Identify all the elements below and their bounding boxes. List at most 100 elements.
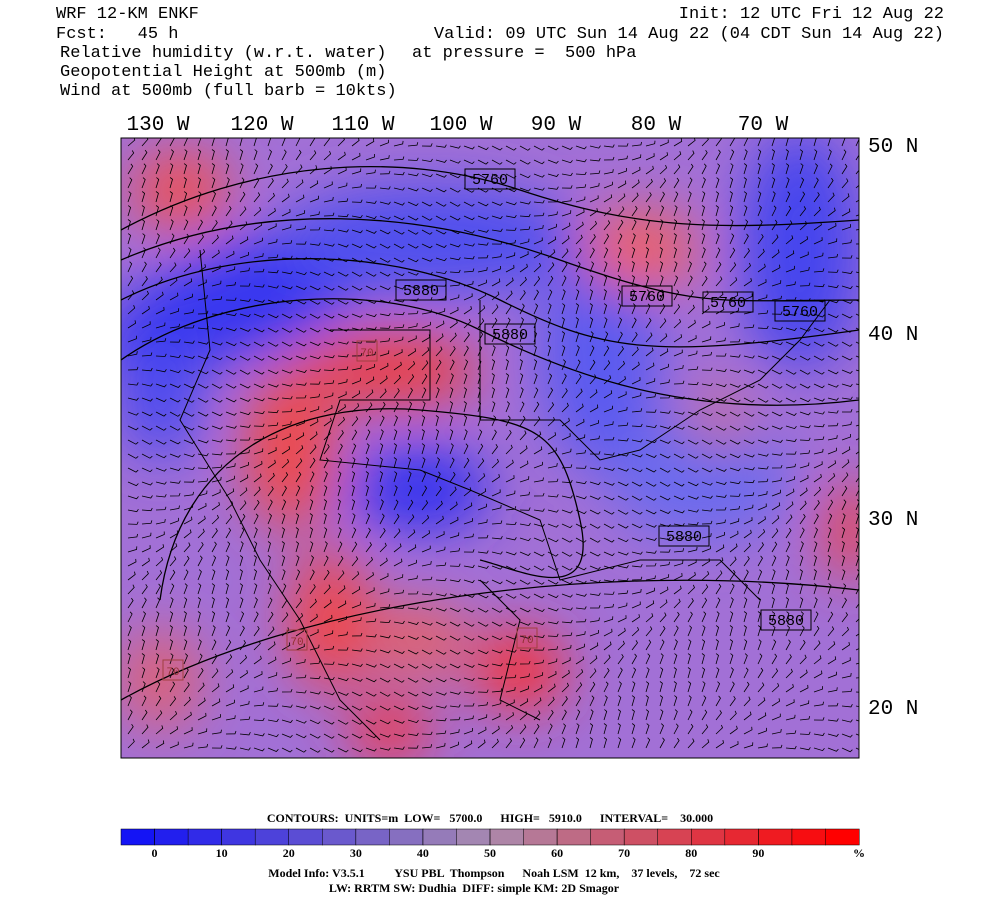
wind-barb bbox=[715, 149, 721, 161]
wind-barb bbox=[715, 681, 721, 693]
wind-barb bbox=[295, 382, 307, 386]
wind-barb bbox=[225, 205, 232, 217]
wind-barb bbox=[295, 327, 307, 333]
wind-barb bbox=[673, 318, 682, 329]
wind-barb bbox=[827, 341, 839, 347]
wind-barb bbox=[183, 479, 195, 483]
wind-barb bbox=[449, 578, 461, 583]
wind-barb bbox=[743, 667, 749, 679]
wind-barb bbox=[561, 579, 573, 585]
wind-barb bbox=[435, 677, 447, 683]
wind-barb bbox=[827, 626, 835, 637]
wind-barb bbox=[603, 331, 609, 343]
wind-barb bbox=[351, 152, 361, 161]
wind-barb bbox=[365, 339, 377, 343]
wind-barb bbox=[813, 527, 818, 539]
wind-barb bbox=[351, 285, 363, 291]
wind-barb bbox=[827, 410, 839, 414]
wind-barb bbox=[505, 475, 515, 483]
wind-barb bbox=[771, 639, 777, 651]
wind-barb bbox=[533, 508, 545, 512]
wind-barb bbox=[617, 275, 621, 287]
wind-barb bbox=[715, 261, 722, 273]
wind-barb bbox=[449, 677, 461, 682]
wind-barb bbox=[393, 215, 405, 221]
wind-barb bbox=[771, 464, 783, 469]
wind-barb bbox=[155, 531, 165, 539]
wind-barb bbox=[141, 149, 148, 161]
wind-barb bbox=[211, 452, 223, 456]
wind-barb bbox=[799, 327, 811, 332]
wind-barb bbox=[435, 373, 441, 385]
wind-barb bbox=[337, 570, 345, 581]
wind-barb bbox=[827, 460, 837, 469]
wind-barb bbox=[757, 325, 769, 330]
wind-barb bbox=[561, 464, 573, 469]
wind-barb bbox=[379, 649, 391, 654]
wind-barb bbox=[617, 219, 624, 231]
wind-barb bbox=[141, 352, 153, 357]
wind-barb bbox=[799, 177, 805, 189]
wind-barb bbox=[645, 424, 657, 429]
wind-barb bbox=[421, 719, 433, 723]
wind-barb bbox=[743, 492, 755, 497]
wind-barb bbox=[407, 544, 417, 553]
wind-barb bbox=[211, 205, 217, 217]
wind-barb bbox=[505, 401, 510, 413]
wind-barb bbox=[379, 186, 391, 190]
wind-barb bbox=[239, 611, 245, 623]
wind-barb bbox=[715, 276, 723, 287]
wind-barb bbox=[309, 598, 317, 609]
wind-barb bbox=[827, 473, 836, 483]
wind-barb bbox=[127, 571, 136, 581]
wind-barb bbox=[295, 369, 307, 373]
wind-barb bbox=[211, 191, 216, 203]
wind-barb bbox=[449, 145, 461, 149]
contour-label-box bbox=[484, 323, 536, 345]
wind-barb bbox=[407, 243, 419, 249]
wind-barb bbox=[491, 504, 502, 511]
wind-barb bbox=[407, 142, 419, 147]
wind-barb bbox=[673, 138, 683, 147]
wind-barb bbox=[239, 639, 246, 651]
wind-barb bbox=[239, 461, 249, 469]
wind-barb bbox=[435, 243, 447, 248]
wind-barb bbox=[841, 285, 853, 290]
wind-barb bbox=[631, 361, 640, 371]
wind-barb bbox=[351, 485, 355, 497]
wind-barb bbox=[491, 725, 500, 735]
contour-label-box bbox=[464, 168, 516, 190]
wind-barb bbox=[785, 163, 790, 175]
wind-barb bbox=[771, 729, 782, 735]
wind-barb bbox=[463, 306, 472, 315]
wind-barb bbox=[799, 747, 811, 751]
wind-barb bbox=[813, 640, 821, 651]
wind-barb bbox=[225, 475, 235, 483]
wind-barb bbox=[197, 743, 209, 749]
wind-barb bbox=[239, 341, 251, 347]
wind-barb bbox=[505, 317, 511, 329]
wind-barb bbox=[841, 513, 846, 525]
wind-barb bbox=[449, 215, 461, 221]
wind-barb bbox=[435, 159, 447, 163]
wind-barb bbox=[155, 695, 162, 707]
wind-barb bbox=[141, 191, 146, 203]
wind-barb bbox=[421, 173, 433, 178]
colorbar-cell bbox=[456, 828, 491, 846]
wind-barb bbox=[505, 214, 517, 219]
wind-barb bbox=[309, 431, 318, 441]
wind-barb bbox=[855, 199, 859, 203]
wind-barb bbox=[155, 494, 167, 498]
wind-barb bbox=[729, 247, 736, 259]
wind-barb bbox=[547, 145, 559, 151]
wind-barb bbox=[589, 345, 595, 357]
wind-barb bbox=[715, 710, 722, 721]
wind-barb bbox=[309, 299, 321, 305]
wind-barb bbox=[225, 463, 236, 469]
wind-barb bbox=[337, 341, 349, 345]
colorbar-tick-label: 30 bbox=[350, 846, 362, 860]
wind-barb bbox=[225, 684, 235, 693]
wind-barb bbox=[393, 171, 405, 176]
wind-barb bbox=[253, 655, 262, 665]
wind-barb bbox=[253, 583, 258, 595]
